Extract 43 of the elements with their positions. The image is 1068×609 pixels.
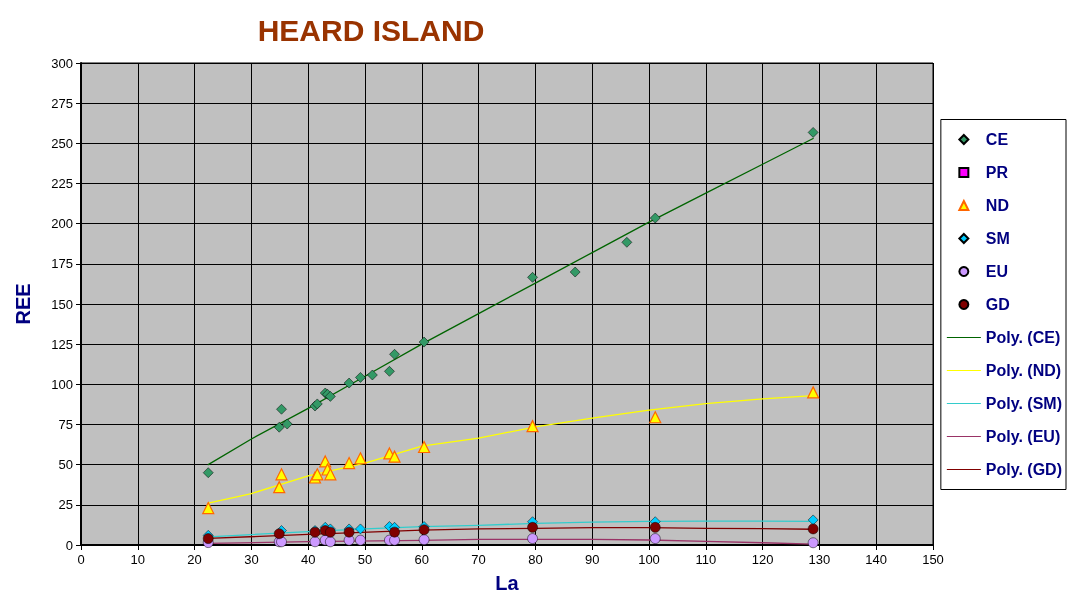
x-tick-label: 90 <box>584 552 600 567</box>
legend-label: CE <box>985 131 1009 148</box>
y-tick-label: 50 <box>58 457 73 473</box>
y-tick-label: 0 <box>65 537 73 553</box>
x-tick-label: 130 <box>808 552 831 567</box>
x-tick-label: 80 <box>528 552 543 567</box>
x-tick-label: 10 <box>130 552 146 567</box>
y-tick-label: 200 <box>51 216 73 232</box>
legend-label: Poly. (CE) <box>985 329 1061 346</box>
x-tick-label: 40 <box>300 552 316 567</box>
legend-label: Poly. (SM) <box>985 395 1063 412</box>
y-tick-label: 250 <box>51 135 73 151</box>
x-tick-label: 50 <box>357 552 373 567</box>
legend-label: SM <box>985 230 1010 247</box>
x-tick-label: 150 <box>922 552 944 567</box>
y-tick-label: 100 <box>51 376 73 392</box>
x-tick-label: 100 <box>638 552 660 567</box>
x-tick-label: 30 <box>244 552 259 567</box>
legend-label: ND <box>985 197 1009 214</box>
legend-label: GD <box>985 296 1010 313</box>
y-tick-label: 125 <box>51 336 73 352</box>
y-tick-label: 175 <box>51 256 73 272</box>
legend-label: PR <box>985 164 1009 181</box>
y-tick-label: 225 <box>51 176 73 191</box>
x-tick-label: 110 <box>695 552 717 567</box>
x-tick-label: 20 <box>187 552 202 567</box>
y-tick-label: 75 <box>58 417 73 432</box>
y-axis-title: REE <box>12 283 34 325</box>
y-tick-label: 275 <box>51 95 73 111</box>
x-tick-label: 60 <box>414 552 430 567</box>
x-tick-label: 120 <box>751 552 774 567</box>
y-tick-label: 150 <box>51 296 73 312</box>
y-tick-label: 300 <box>51 55 73 71</box>
x-tick-label: 140 <box>865 552 888 567</box>
x-tick-label: 70 <box>471 552 486 567</box>
x-tick-label: 0 <box>77 552 85 567</box>
x-axis-title: La <box>495 572 520 594</box>
y-tick-label: 25 <box>58 497 73 513</box>
legend-label: Poly. (EU) <box>985 428 1061 445</box>
chart-title: HEARD ISLAND <box>257 13 485 47</box>
legend-label: Poly. (ND) <box>985 362 1062 379</box>
legend-label: Poly. (GD) <box>985 461 1063 478</box>
legend-label: EU <box>985 263 1009 280</box>
